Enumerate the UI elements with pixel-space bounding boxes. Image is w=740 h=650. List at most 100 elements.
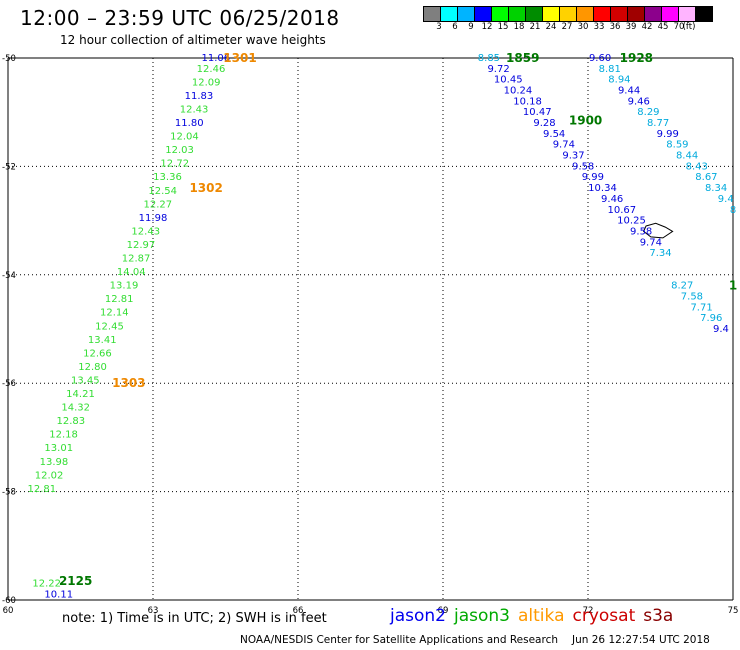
pass-time-label: 2125 [59, 574, 92, 588]
swh-value: 12.18 [49, 430, 78, 441]
swh-value: 10.45 [494, 75, 523, 86]
swh-value: 9.99 [582, 172, 604, 183]
swh-value: 8.94 [608, 75, 630, 86]
color-swatch [475, 6, 492, 22]
swh-value: 12.87 [122, 254, 151, 265]
swh-value: 13.36 [153, 172, 182, 183]
swh-value: 13.45 [71, 375, 100, 386]
swh-value: 8.59 [666, 140, 688, 151]
swh-value: 8.85 [478, 53, 500, 64]
swh-value: 9.99 [657, 129, 679, 140]
swh-value: 11.80 [175, 118, 204, 129]
swh-value: 8.67 [695, 172, 717, 183]
color-swatch [423, 6, 441, 22]
color-swatch [560, 6, 577, 22]
color-swatch [492, 6, 509, 22]
lat-tick-label: -60 [2, 596, 16, 606]
swh-value: 8.29 [637, 107, 659, 118]
swh-value: 7.34 [649, 248, 671, 259]
swh-value: 14.21 [66, 389, 95, 400]
color-swatch [611, 6, 628, 22]
satellite-legend: jason2 jason3 altika cryosat s3a [390, 606, 681, 626]
pass-time-label: 1859 [506, 51, 539, 65]
color-scale-label: 18 [513, 22, 525, 32]
swh-value: 8.27 [671, 281, 693, 292]
pass-time-label: 1301 [223, 51, 256, 65]
color-scale-label: 39 [625, 22, 637, 32]
swh-value: 11.06 [202, 53, 231, 64]
swh-value: 10.25 [617, 216, 646, 227]
swh-value: 9.60 [589, 53, 611, 64]
swh-value: 10.24 [504, 86, 533, 97]
swh-value: 9.28 [533, 118, 555, 129]
swh-value: 12.02 [35, 470, 64, 481]
lon-tick-label: 75 [728, 606, 739, 616]
swh-value: 12.72 [160, 159, 189, 170]
swh-value: 12.45 [95, 321, 124, 332]
color-scale-label: 36 [609, 22, 621, 32]
pass-time-label: 1900 [569, 113, 602, 127]
color-scale-bar [423, 6, 713, 22]
swh-value: 12.54 [148, 186, 177, 197]
lat-tick-label: -56 [2, 379, 16, 389]
generation-timestamp: Jun 26 12:27:54 UTC 2018 [572, 634, 710, 646]
lat-tick-label: -58 [2, 488, 16, 498]
lon-tick-label: 66 [293, 606, 304, 616]
color-swatch [458, 6, 475, 22]
lon-tick-label: 72 [583, 606, 594, 616]
swh-value: 12.27 [144, 199, 173, 210]
credit-line: NOAA/NESDIS Center for Satellite Applica… [240, 634, 710, 646]
swh-value: 12.43 [131, 226, 160, 237]
satellite-legend-item: jason3 [454, 606, 510, 626]
satellite-legend-item: jason2 [390, 606, 446, 626]
lat-tick-label: -54 [2, 271, 16, 281]
swh-value: 10.18 [513, 96, 542, 107]
lon-tick-label: 60 [3, 606, 14, 616]
color-scale-label: 21 [529, 22, 541, 32]
swh-value: 9.54 [543, 129, 565, 140]
swh-value: 9.4 [713, 324, 729, 335]
swh-value: 7.58 [681, 291, 703, 302]
pass-time-label: 1303 [112, 376, 145, 390]
swh-value: 9.74 [553, 140, 575, 151]
color-scale-unit: (ft) [682, 22, 696, 32]
swh-value: 9.58 [572, 161, 594, 172]
swh-value: 9.46 [601, 194, 623, 205]
swh-value: 7.71 [690, 302, 712, 313]
lon-tick-label: 63 [148, 606, 159, 616]
lon-tick-label: 69 [438, 606, 449, 616]
satellite-legend-item: cryosat [572, 606, 636, 626]
credit-text: NOAA/NESDIS Center for Satellite Applica… [240, 634, 558, 646]
lat-tick-label: -52 [2, 162, 16, 172]
swh-value: 13.01 [44, 443, 73, 454]
color-swatch [543, 6, 560, 22]
pass-time-labels: 1301 1302 1303 1859 1900 1928 1 2125 [59, 51, 737, 588]
swh-value: 8.43 [686, 161, 708, 172]
color-scale-label: 27 [561, 22, 573, 32]
swh-value: 10.67 [608, 205, 637, 216]
color-swatch [577, 6, 594, 22]
swh-value: 14.32 [61, 403, 90, 414]
swh-value: 9.74 [640, 237, 662, 248]
pass-time-label: 1 [729, 279, 737, 293]
color-swatch [526, 6, 543, 22]
swh-value: 10.47 [523, 107, 552, 118]
satellite-legend-item: s3a [643, 606, 674, 626]
color-swatch [645, 6, 662, 22]
color-scale-label: 42 [641, 22, 653, 32]
swh-value: 11.83 [185, 91, 214, 102]
color-scale-label: 70 [673, 22, 685, 32]
color-scale-label: 33 [593, 22, 605, 32]
color-scale-label: 3 [436, 22, 442, 32]
swh-value: 7.96 [700, 313, 722, 324]
swh-value: 8.77 [647, 118, 669, 129]
swh-value: 8.44 [676, 151, 698, 162]
swh-value: 11.98 [139, 213, 168, 224]
color-swatch [441, 6, 458, 22]
swh-value: 9.44 [618, 86, 640, 97]
color-swatch [594, 6, 611, 22]
swh-value: 12.80 [78, 362, 107, 373]
swh-value: 12.81 [105, 294, 134, 305]
swh-value: 9.72 [487, 64, 509, 75]
swh-value: 13.19 [110, 281, 139, 292]
